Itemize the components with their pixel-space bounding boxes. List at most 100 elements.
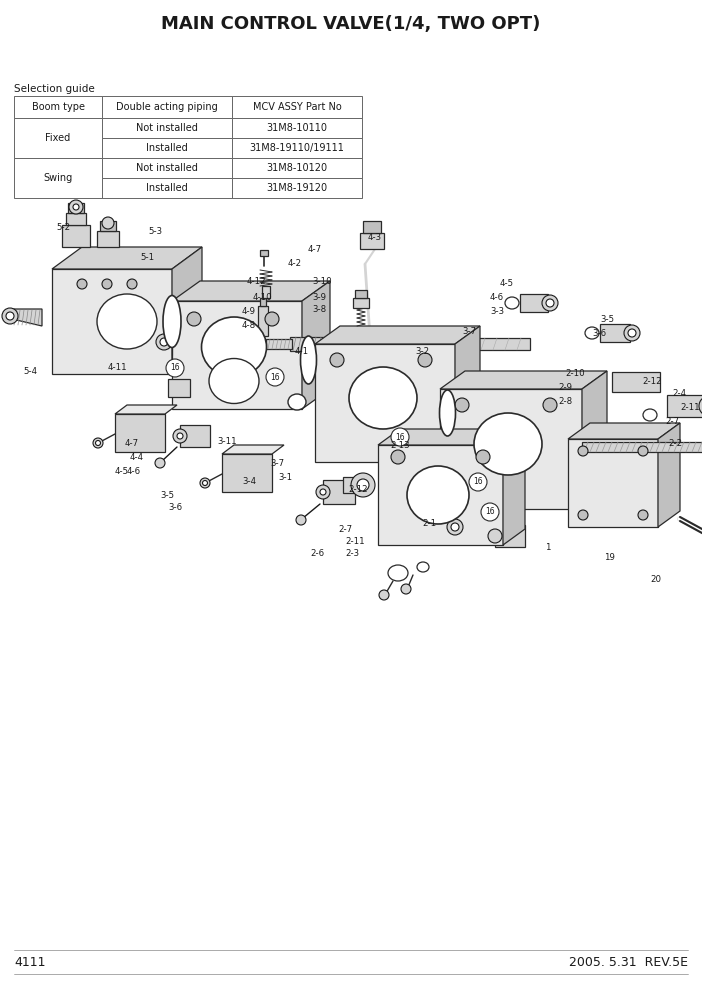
Text: 4-1: 4-1 bbox=[295, 347, 309, 356]
Circle shape bbox=[447, 519, 463, 535]
Text: 4-7: 4-7 bbox=[308, 245, 322, 255]
Circle shape bbox=[357, 479, 369, 491]
Text: Swing: Swing bbox=[44, 173, 72, 183]
Circle shape bbox=[488, 529, 502, 543]
Text: 4-5: 4-5 bbox=[115, 467, 129, 476]
Circle shape bbox=[187, 312, 201, 326]
Text: 2005. 5.31  REV.5E: 2005. 5.31 REV.5E bbox=[569, 955, 688, 968]
Text: 2-2: 2-2 bbox=[668, 439, 682, 448]
Polygon shape bbox=[440, 371, 607, 389]
Bar bbox=[180, 425, 210, 447]
Bar bbox=[115, 414, 165, 452]
Text: 3-9: 3-9 bbox=[312, 293, 326, 302]
Text: 3-8: 3-8 bbox=[312, 306, 326, 314]
Bar bbox=[102, 178, 232, 198]
Bar bbox=[222, 454, 272, 492]
Text: 4-6: 4-6 bbox=[490, 294, 504, 303]
Circle shape bbox=[638, 446, 648, 456]
Bar bbox=[323, 480, 355, 504]
Circle shape bbox=[401, 584, 411, 594]
Bar bbox=[102, 138, 232, 158]
Circle shape bbox=[156, 334, 172, 350]
Polygon shape bbox=[172, 301, 302, 409]
Text: 4111: 4111 bbox=[14, 955, 46, 968]
Bar bbox=[355, 290, 367, 298]
Ellipse shape bbox=[417, 562, 429, 572]
Bar bbox=[14, 158, 102, 198]
Text: 4-3: 4-3 bbox=[368, 232, 382, 241]
Text: Not installed: Not installed bbox=[136, 163, 198, 173]
Text: 3-5: 3-5 bbox=[600, 315, 614, 324]
Polygon shape bbox=[455, 326, 480, 462]
Text: 3-2: 3-2 bbox=[415, 347, 429, 356]
Polygon shape bbox=[115, 405, 177, 414]
Circle shape bbox=[543, 398, 557, 412]
Text: 4-6: 4-6 bbox=[127, 467, 141, 476]
Circle shape bbox=[391, 428, 409, 446]
Text: 4-4: 4-4 bbox=[130, 453, 144, 462]
Text: 3-6: 3-6 bbox=[592, 329, 606, 338]
Polygon shape bbox=[52, 247, 202, 269]
Text: 16: 16 bbox=[485, 508, 495, 517]
Polygon shape bbox=[302, 281, 330, 409]
Bar bbox=[232, 158, 362, 178]
Circle shape bbox=[451, 523, 459, 531]
Text: 1: 1 bbox=[545, 544, 550, 553]
Circle shape bbox=[624, 325, 640, 341]
Ellipse shape bbox=[300, 336, 317, 384]
Text: 2-7: 2-7 bbox=[665, 418, 679, 427]
Text: 2-12: 2-12 bbox=[642, 378, 661, 387]
Ellipse shape bbox=[643, 409, 657, 421]
Text: 3-3: 3-3 bbox=[490, 308, 504, 316]
Bar bbox=[62, 225, 90, 247]
Bar bbox=[14, 118, 102, 158]
Polygon shape bbox=[440, 389, 582, 509]
Text: 2-13: 2-13 bbox=[390, 441, 410, 450]
Ellipse shape bbox=[505, 297, 519, 309]
Circle shape bbox=[95, 440, 100, 445]
Polygon shape bbox=[582, 442, 702, 452]
Text: 16: 16 bbox=[270, 373, 280, 382]
Bar bbox=[66, 213, 86, 225]
Ellipse shape bbox=[439, 390, 456, 436]
Polygon shape bbox=[222, 445, 284, 454]
Text: Double acting piping: Double acting piping bbox=[116, 102, 218, 112]
Text: 4-10: 4-10 bbox=[253, 293, 272, 302]
Polygon shape bbox=[266, 339, 292, 349]
Circle shape bbox=[69, 200, 83, 214]
Text: 4-5: 4-5 bbox=[500, 280, 514, 289]
Bar bbox=[667, 395, 702, 417]
Circle shape bbox=[200, 478, 210, 488]
Circle shape bbox=[77, 279, 87, 289]
Circle shape bbox=[542, 295, 558, 311]
Text: 4-8: 4-8 bbox=[242, 320, 256, 329]
Bar bbox=[624, 467, 640, 479]
Text: 31M8-10110: 31M8-10110 bbox=[267, 123, 328, 133]
Ellipse shape bbox=[201, 317, 267, 377]
Text: Installed: Installed bbox=[146, 183, 188, 193]
Polygon shape bbox=[315, 326, 480, 344]
Text: 2-9: 2-9 bbox=[558, 384, 572, 393]
Bar bbox=[343, 477, 365, 493]
Text: 2-7: 2-7 bbox=[338, 526, 352, 535]
Polygon shape bbox=[568, 439, 658, 527]
Bar bbox=[612, 372, 660, 392]
Bar bbox=[102, 118, 232, 138]
Bar bbox=[360, 233, 384, 249]
Text: 2-11: 2-11 bbox=[680, 404, 700, 413]
Circle shape bbox=[330, 353, 344, 367]
Polygon shape bbox=[378, 429, 525, 445]
Polygon shape bbox=[172, 247, 202, 374]
Circle shape bbox=[127, 279, 137, 289]
Bar bbox=[232, 178, 362, 198]
Bar bbox=[232, 96, 362, 118]
Bar bbox=[100, 221, 116, 231]
Ellipse shape bbox=[209, 358, 259, 404]
Bar bbox=[102, 158, 232, 178]
Polygon shape bbox=[582, 371, 607, 509]
Text: 20: 20 bbox=[650, 575, 661, 584]
Text: 2-11: 2-11 bbox=[345, 538, 364, 547]
Polygon shape bbox=[568, 423, 680, 439]
Text: 5-3: 5-3 bbox=[148, 227, 162, 236]
Circle shape bbox=[93, 438, 103, 448]
